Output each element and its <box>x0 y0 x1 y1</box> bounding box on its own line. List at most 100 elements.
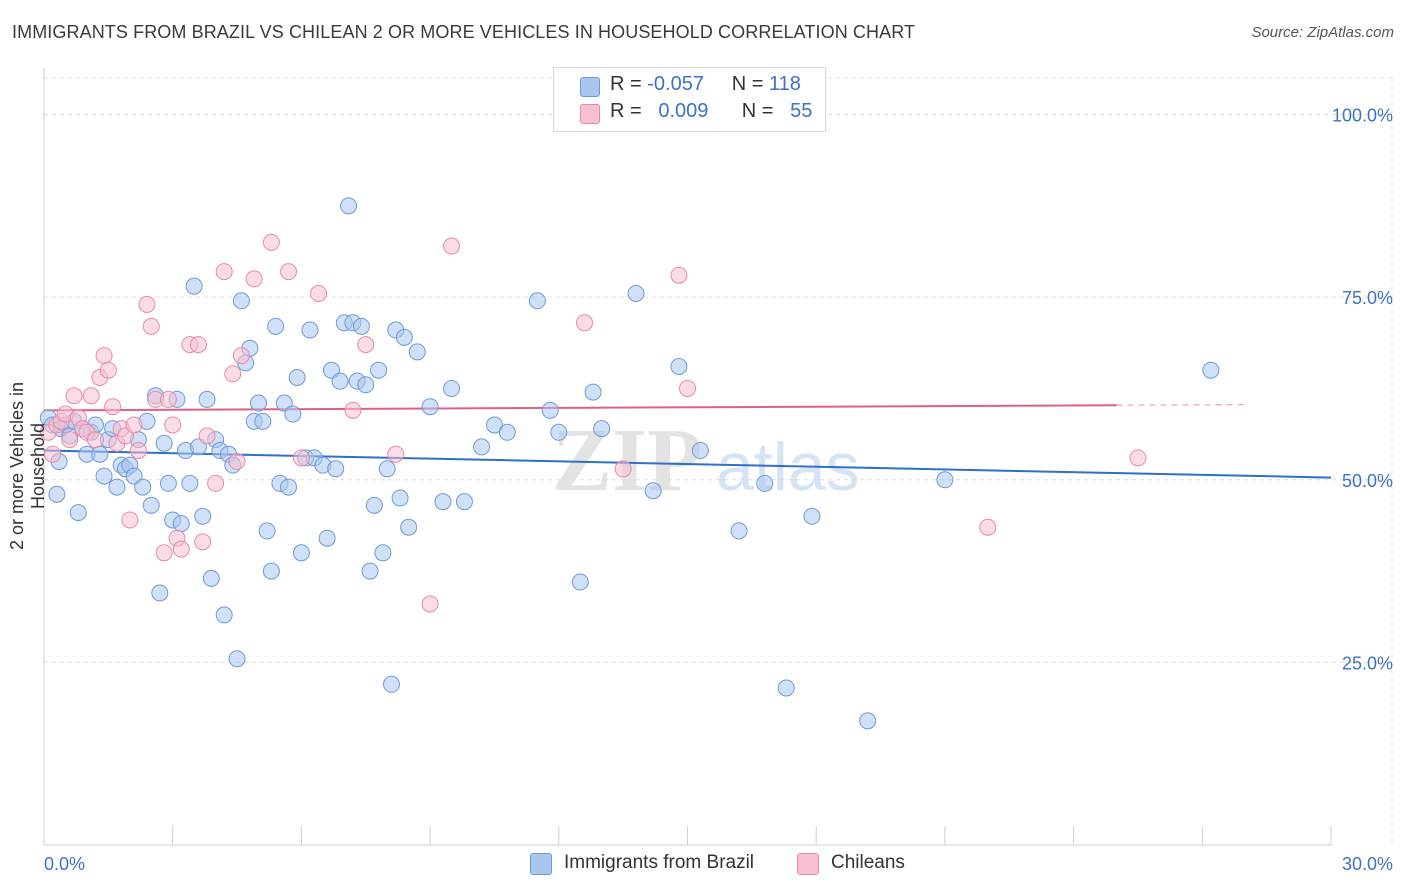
chart-title: IMMIGRANTS FROM BRAZIL VS CHILEAN 2 OR M… <box>12 22 916 42</box>
brazil-point <box>232 292 250 310</box>
chilean-point <box>357 336 375 354</box>
brazil-point <box>730 522 748 540</box>
chilean-point <box>125 416 143 434</box>
brazil-point <box>777 679 795 697</box>
trend-line-chileans <box>43 404 1117 412</box>
chilean-point <box>61 431 79 449</box>
brazil-point <box>395 328 413 346</box>
brazil-point <box>382 675 400 693</box>
chilean-point <box>95 347 113 365</box>
brazil-point <box>374 544 392 562</box>
chilean-point <box>280 263 298 281</box>
chilean-point <box>129 442 147 460</box>
y-tick-label: 25.0% <box>1342 653 1393 673</box>
chilean-point <box>104 398 122 416</box>
chilean-point <box>99 361 117 379</box>
brazil-point <box>331 372 349 390</box>
brazil-point <box>756 474 774 492</box>
brazil-point <box>455 493 473 511</box>
series-swatch-chileans <box>797 853 819 875</box>
chilean-point <box>121 511 139 529</box>
brazil-point <box>202 569 220 587</box>
legend-swatch-chileans <box>580 104 600 124</box>
brazil-point <box>498 423 516 441</box>
chilean-point <box>198 427 216 445</box>
chilean-point <box>576 314 594 332</box>
tick-labels: 100.0% 75.0% 50.0% 25.0% 0.0% 30.0% <box>44 106 1393 874</box>
brazil-point <box>194 507 212 525</box>
chilean-point <box>159 390 177 408</box>
y-tick-label: 75.0% <box>1342 288 1393 308</box>
chilean-point <box>224 365 242 383</box>
chilean-point <box>155 544 173 562</box>
legend-r-label: R = <box>610 100 642 122</box>
chilean-point <box>194 533 212 551</box>
brazil-point <box>228 650 246 668</box>
brazil-point <box>541 401 559 419</box>
brazil-point <box>434 493 452 511</box>
series-label-brazil: Immigrants from Brazil <box>564 852 755 873</box>
brazil-point <box>91 445 109 463</box>
brazil-point <box>262 562 280 580</box>
brazil-point <box>198 390 216 408</box>
chilean-point <box>310 284 328 302</box>
trend-line-brazil <box>43 449 1332 479</box>
brazil-point <box>584 383 602 401</box>
brazil-point <box>151 584 169 602</box>
brazil-point <box>528 292 546 310</box>
brazil-point <box>254 412 272 430</box>
brazil-point <box>550 423 568 441</box>
chilean-point <box>142 317 160 335</box>
legend-n-label: N = <box>741 100 774 122</box>
legend-n-label: N = <box>731 73 764 95</box>
chilean-point <box>189 336 207 354</box>
brazil-point <box>250 394 267 412</box>
brazil-point <box>1202 361 1220 379</box>
chilean-point <box>138 295 156 313</box>
brazil-point <box>69 504 87 522</box>
chilean-point <box>292 449 310 467</box>
legend-swatch-brazil <box>580 77 600 97</box>
brazil-point <box>280 478 298 496</box>
brazil-point <box>142 496 160 514</box>
brazil-point <box>670 358 688 376</box>
y-tick-label: 100.0% <box>1332 106 1393 126</box>
legend-n-value-brazil: 118 <box>769 73 801 95</box>
brazil-point <box>327 460 345 478</box>
brazil-point <box>159 474 177 492</box>
chilean-point <box>421 595 439 613</box>
brazil-point <box>365 496 383 514</box>
brazil-point <box>318 529 336 547</box>
brazil-point <box>473 438 491 456</box>
axes <box>43 68 1332 846</box>
brazil-point <box>408 343 426 361</box>
brazil-point <box>292 544 310 562</box>
chilean-point <box>344 401 362 419</box>
chilean-point <box>679 379 696 397</box>
trend-lines <box>43 404 1332 479</box>
brazil-point <box>571 573 589 591</box>
source-credit: Source: ZipAtlas.com <box>1251 24 1394 41</box>
legend-r-value-brazil: -0.057 <box>647 73 704 95</box>
chilean-point <box>65 387 83 405</box>
brazil-point <box>134 478 152 496</box>
brazil-point <box>593 420 611 438</box>
brazil-point <box>172 515 190 533</box>
brazil-point <box>361 562 379 580</box>
brazil-point <box>400 518 418 536</box>
chilean-point <box>207 474 225 492</box>
data-points <box>39 197 1220 730</box>
brazil-point <box>258 522 276 540</box>
chilean-point <box>44 445 62 463</box>
brazil-point <box>691 442 709 460</box>
chilean-point <box>164 416 182 434</box>
chilean-point <box>387 445 405 463</box>
brazil-point <box>95 467 113 485</box>
brazil-point <box>48 485 66 503</box>
chilean-point <box>228 453 246 470</box>
watermark-zip: ZIP <box>552 411 702 510</box>
brazil-point <box>803 507 821 525</box>
brazil-point <box>644 482 662 500</box>
chilean-point <box>1129 449 1147 467</box>
